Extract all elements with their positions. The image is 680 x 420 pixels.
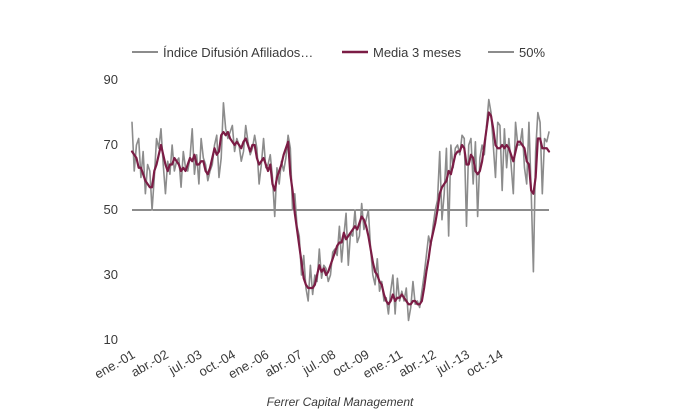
legend: Índice Difusión Afiliados… Media 3 meses… xyxy=(132,45,545,60)
x-tick-label: ene.-01 xyxy=(92,347,138,382)
legend-item-indice: Índice Difusión Afiliados… xyxy=(132,45,313,60)
x-tick-label: abr.-12 xyxy=(396,347,439,380)
y-tick-label: 90 xyxy=(104,72,118,87)
y-axis: 10 30 50 70 90 xyxy=(104,72,118,347)
plot-area xyxy=(130,98,551,322)
x-tick-label: jul.-08 xyxy=(299,347,338,378)
series-line-media xyxy=(130,111,551,306)
y-tick-label: 10 xyxy=(104,332,118,347)
x-axis: ene.-01abr.-02jul.-03oct.-04ene.-06abr.-… xyxy=(92,347,506,382)
x-tick-label: jul.-13 xyxy=(433,347,472,378)
x-tick-label: jul.-03 xyxy=(165,347,204,378)
legend-item-50: 50% xyxy=(488,45,545,60)
legend-item-media: Media 3 meses xyxy=(342,45,462,60)
source-note: Ferrer Capital Management xyxy=(267,395,414,409)
x-tick-label: abr.-02 xyxy=(128,347,171,380)
legend-label-indice: Índice Difusión Afiliados… xyxy=(163,45,313,60)
y-tick-label: 30 xyxy=(104,267,118,282)
x-tick-label: abr.-07 xyxy=(262,347,305,380)
y-tick-label: 50 xyxy=(104,202,118,217)
y-tick-label: 70 xyxy=(104,137,118,152)
legend-label-media: Media 3 meses xyxy=(373,45,462,60)
x-tick-label: oct.-14 xyxy=(464,347,506,380)
legend-label-50: 50% xyxy=(519,45,545,60)
